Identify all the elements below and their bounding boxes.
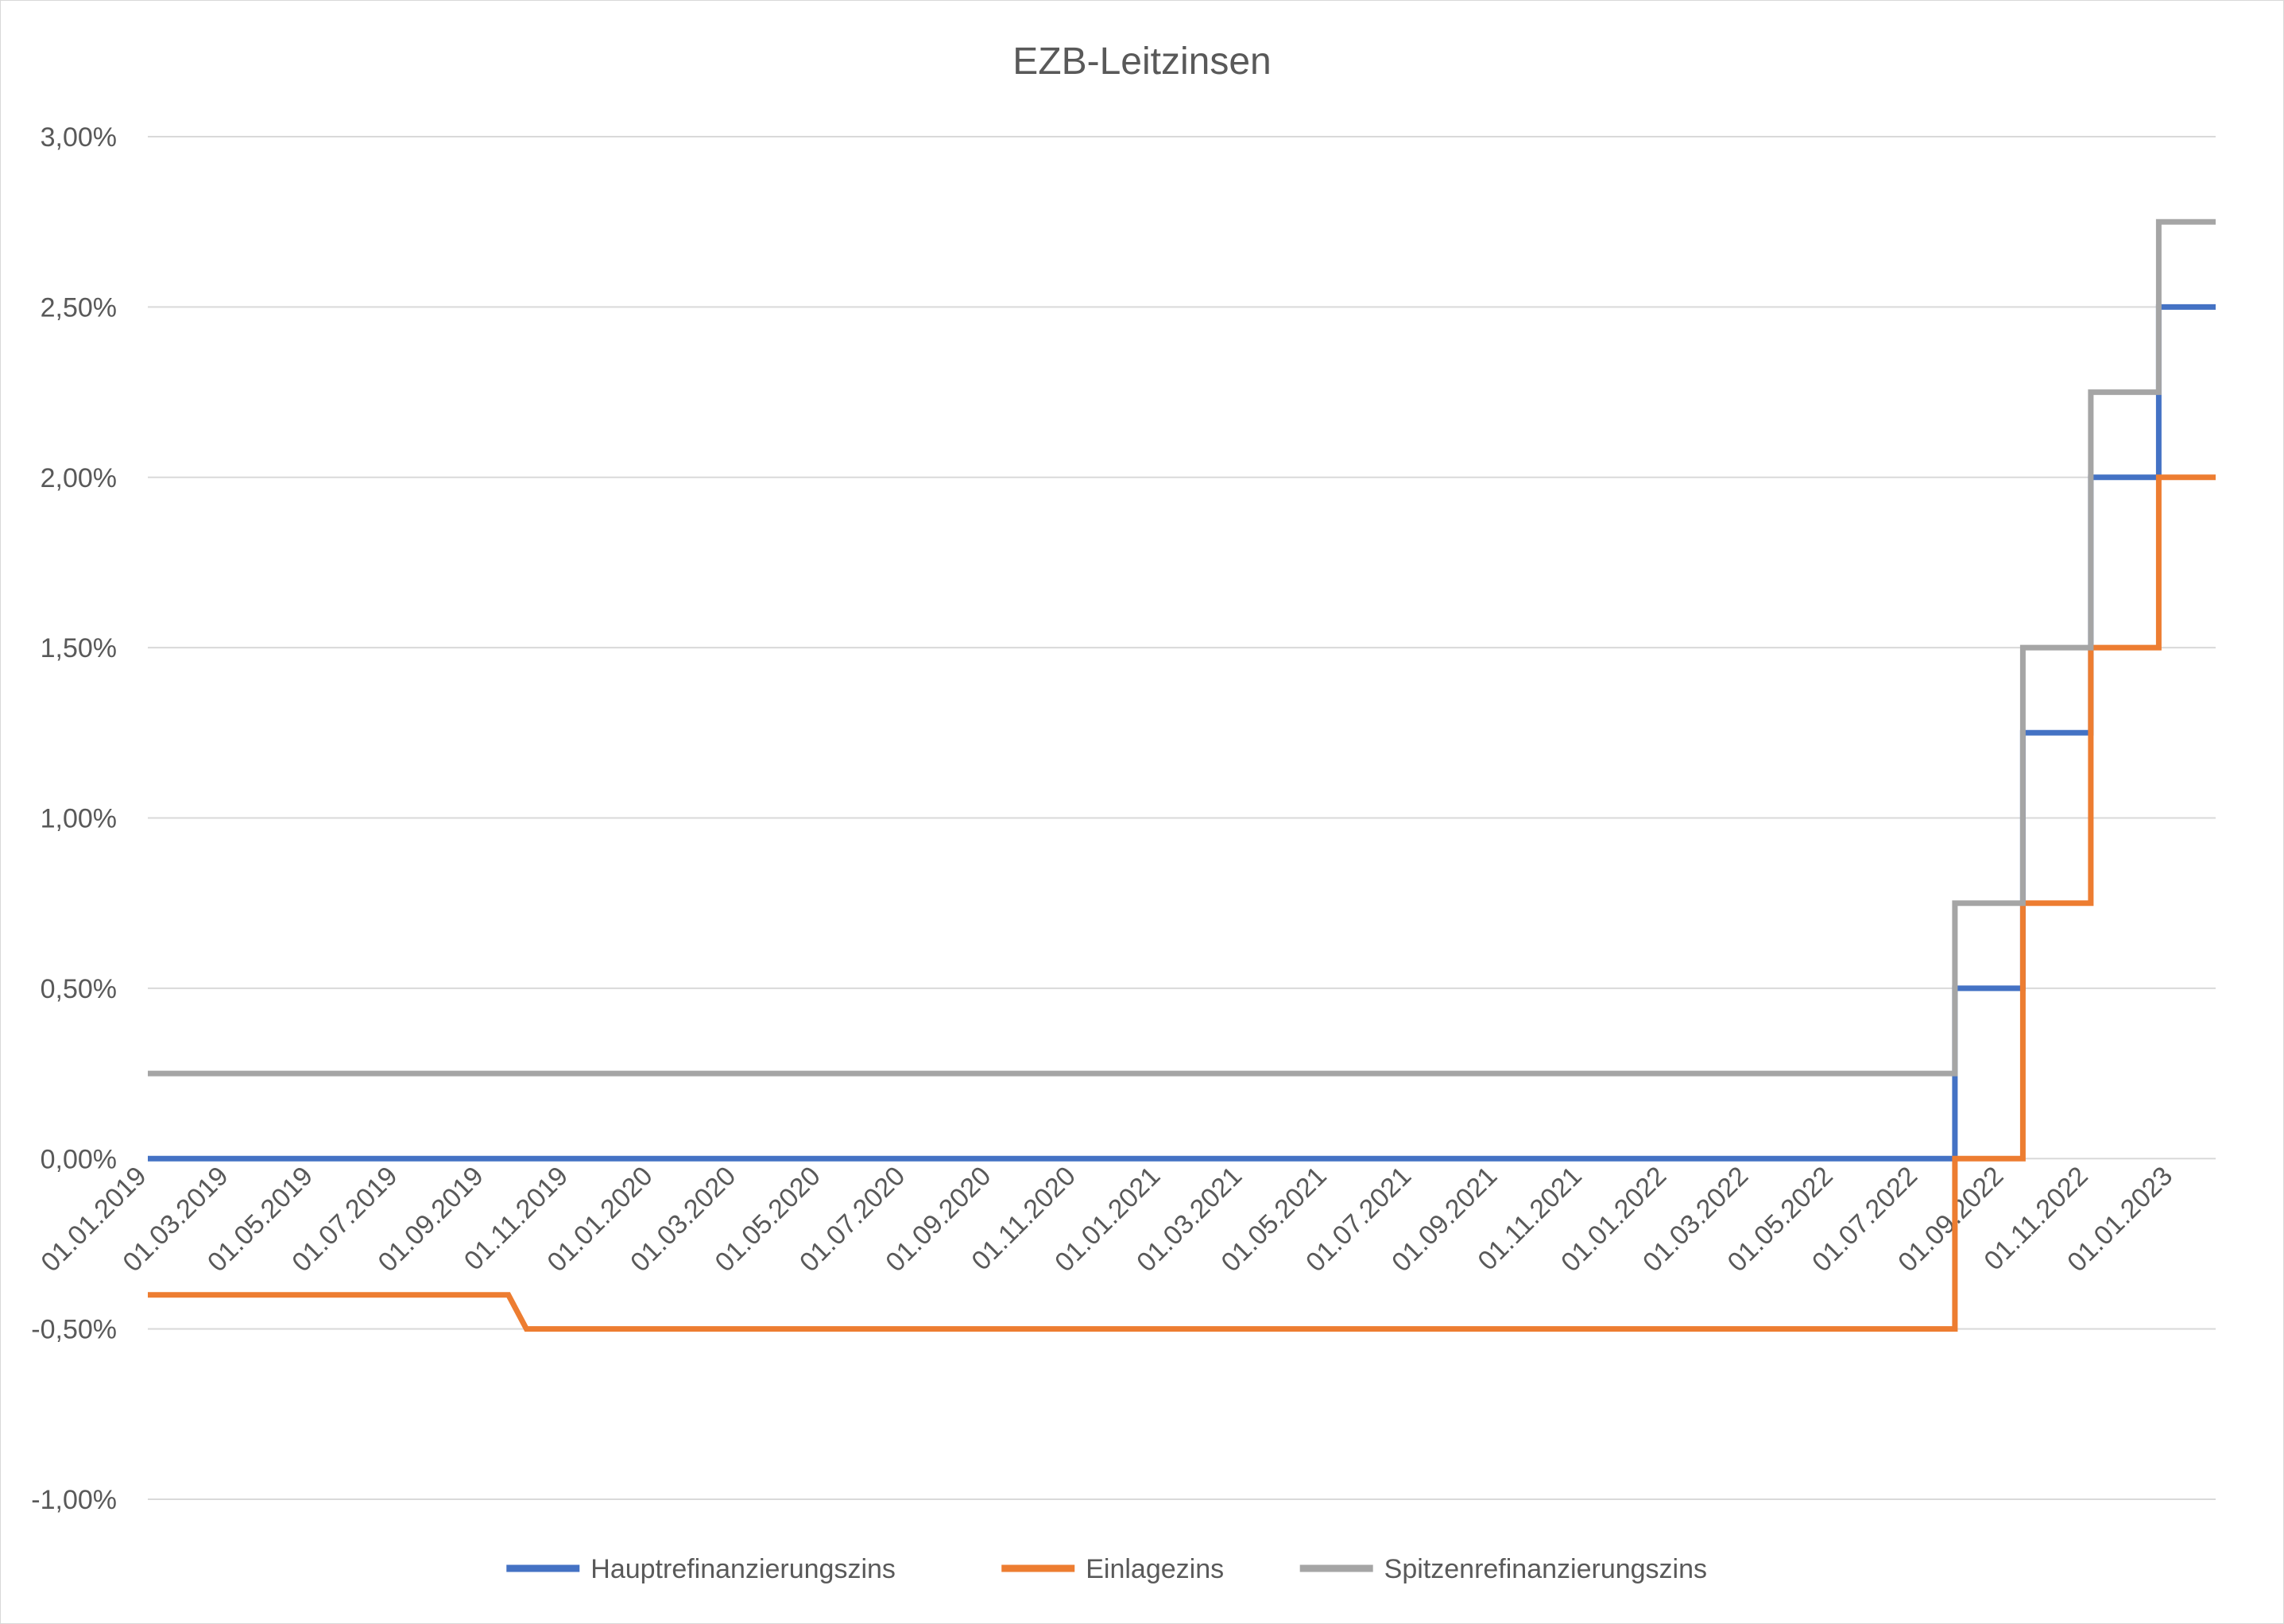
y-tick-label: 1,50%: [41, 633, 117, 663]
series-line-3: [148, 218, 2216, 1077]
legend-label: Hauptrefinanzierungszins: [590, 1554, 896, 1584]
y-tick-label: -0,50%: [31, 1315, 117, 1345]
y-tick-label: 0,00%: [41, 1144, 117, 1174]
y-axis-tick-labels: -1,00% -0,50% 0,00% 0,50% 1,00% 1,50% 2,00% 2,5…: [31, 122, 117, 1515]
chart-title: EZB-Leitzinsen: [1012, 41, 1271, 83]
y-tick-label: 1,00%: [41, 804, 117, 834]
y-tick-label: 3,00%: [41, 122, 117, 153]
y-tick-label: -1,00%: [31, 1485, 117, 1515]
legend: Hauptrefinanzierungszins Einlagezins Spitz…: [506, 1554, 1707, 1584]
legend-label: Spitzenrefinanzierungszins: [1384, 1554, 1707, 1584]
series-line-1: [148, 304, 2216, 1162]
series-line-2: [148, 474, 2216, 1332]
y-tick-label: 2,50%: [41, 292, 117, 323]
x-axis-tick-labels: 01.01.201901.03.201901.05.201901.07.2019…: [35, 1161, 2178, 1278]
series-lines: [148, 218, 2216, 1332]
y-tick-label: 0,50%: [41, 974, 117, 1004]
y-tick-label: 2,00%: [41, 463, 117, 493]
legend-label: Einlagezins: [1086, 1554, 1224, 1584]
